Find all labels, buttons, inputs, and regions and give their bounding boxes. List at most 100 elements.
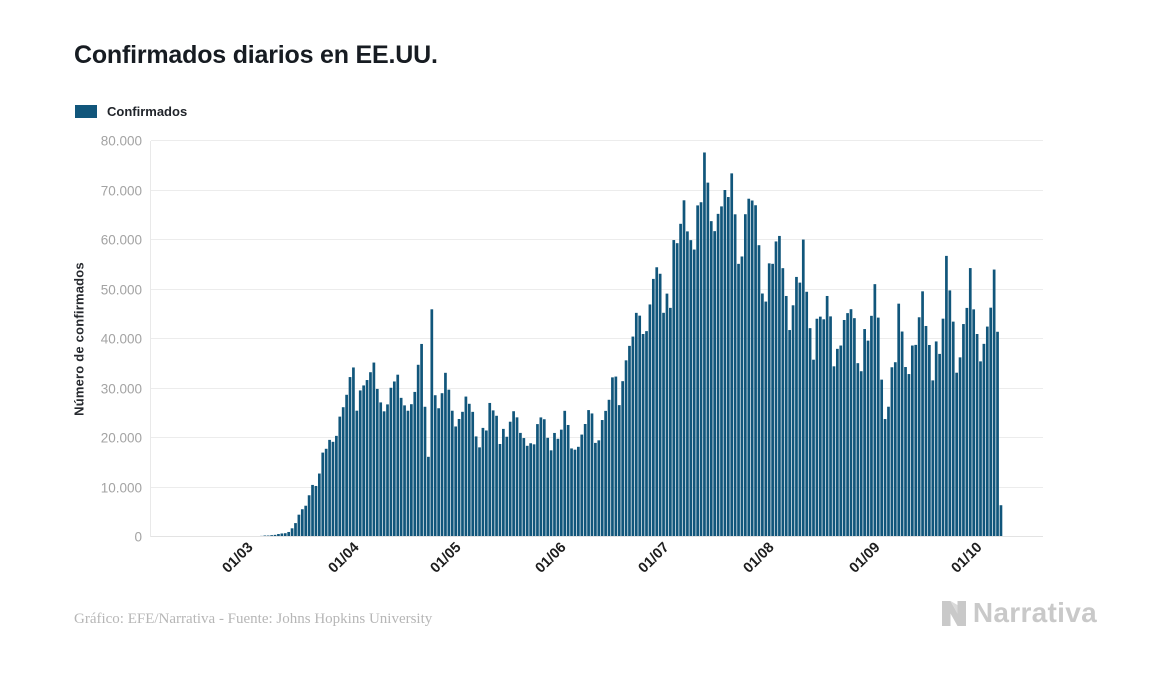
- bar: [832, 366, 836, 537]
- bar: [297, 514, 301, 537]
- x-tick-label: 01/08: [740, 539, 778, 577]
- legend-label: Confirmados: [107, 104, 188, 119]
- bar: [856, 363, 860, 537]
- bar: [307, 495, 311, 537]
- bar: [628, 345, 631, 537]
- bar: [914, 344, 918, 537]
- x-axis-tick-labels: 01/03 01/04 01/05 01/06 01/07 01/08 01/09 01/10: [151, 537, 1003, 597]
- bar: [290, 528, 294, 537]
- bar: [928, 344, 931, 537]
- bar: [723, 190, 727, 537]
- bar: [985, 326, 989, 537]
- bar: [335, 435, 338, 537]
- bar: [924, 325, 928, 537]
- bar: [478, 447, 481, 537]
- bar: [454, 426, 458, 537]
- bar: [488, 402, 492, 537]
- gridline: [151, 338, 1043, 339]
- bar: [362, 385, 366, 537]
- bar: [427, 456, 430, 537]
- bar: [737, 263, 740, 537]
- bar: [992, 269, 996, 537]
- bar: [716, 213, 720, 537]
- bar: [498, 443, 502, 537]
- bar: [651, 278, 655, 537]
- bar: [699, 202, 703, 537]
- bar: [348, 377, 352, 537]
- bar: [505, 436, 509, 537]
- bar: [355, 410, 359, 537]
- bar: [761, 293, 764, 537]
- bars-series-confirmados: [174, 152, 1003, 537]
- y-tick-label: 10.000: [100, 480, 142, 495]
- bar: [447, 389, 451, 537]
- bar: [645, 331, 648, 537]
- bar: [338, 416, 342, 537]
- bar: [416, 364, 420, 537]
- bar: [958, 357, 962, 537]
- gridline: [151, 189, 1043, 191]
- bar: [941, 318, 945, 537]
- x-tick-label: 01/09: [846, 539, 884, 577]
- bar: [669, 307, 672, 537]
- bar: [379, 402, 383, 537]
- bar: [781, 268, 785, 537]
- bar: [754, 205, 757, 537]
- bar: [784, 295, 788, 537]
- narrativa-wordmark: Narrativa: [972, 597, 1097, 628]
- bar: [365, 380, 369, 537]
- bar: [870, 315, 873, 537]
- y-tick-label: 0: [134, 529, 142, 545]
- bar: [430, 309, 434, 537]
- bar: [917, 317, 921, 537]
- bar: [750, 200, 754, 537]
- gridline: [151, 486, 1043, 488]
- bar: [345, 394, 348, 537]
- bar: [375, 388, 379, 537]
- bar: [611, 377, 614, 537]
- bar: [890, 367, 894, 537]
- bar: [662, 312, 665, 537]
- bar: [382, 411, 386, 537]
- bar: [863, 329, 866, 537]
- bar: [849, 309, 853, 537]
- bar: [764, 301, 768, 537]
- bar: [709, 221, 713, 537]
- bar: [324, 448, 328, 537]
- bar: [529, 443, 532, 537]
- bar: [778, 235, 781, 537]
- bar: [546, 437, 550, 537]
- bar: [767, 263, 771, 537]
- gridline: [151, 288, 1043, 290]
- bar: [829, 316, 832, 537]
- bar: [795, 276, 798, 537]
- bar: [467, 403, 471, 537]
- bar: [559, 429, 563, 537]
- bar: [740, 256, 744, 537]
- x-tick-label: 01/03: [219, 539, 257, 577]
- bar: [577, 446, 580, 537]
- bar: [410, 404, 413, 537]
- bar: [508, 421, 512, 537]
- bar: [392, 381, 396, 537]
- bar: [965, 307, 969, 537]
- y-axis-title: Número de confirmados: [71, 262, 87, 416]
- bar: [440, 393, 444, 537]
- x-axis-line: [151, 536, 1043, 537]
- bar: [897, 303, 901, 537]
- bar: [433, 395, 437, 537]
- bar: [437, 408, 440, 537]
- bar: [573, 449, 577, 537]
- bar: [457, 418, 461, 537]
- bar: [580, 434, 584, 537]
- bar: [805, 291, 809, 537]
- bar: [283, 533, 287, 537]
- gridline: [151, 239, 1043, 240]
- bar: [747, 198, 751, 537]
- legend-swatch-icon: [75, 105, 97, 118]
- bar: [614, 376, 618, 537]
- bar: [583, 423, 587, 537]
- bar: [532, 444, 536, 537]
- bar: [696, 205, 699, 537]
- x-tick-label: 01/05: [427, 539, 465, 577]
